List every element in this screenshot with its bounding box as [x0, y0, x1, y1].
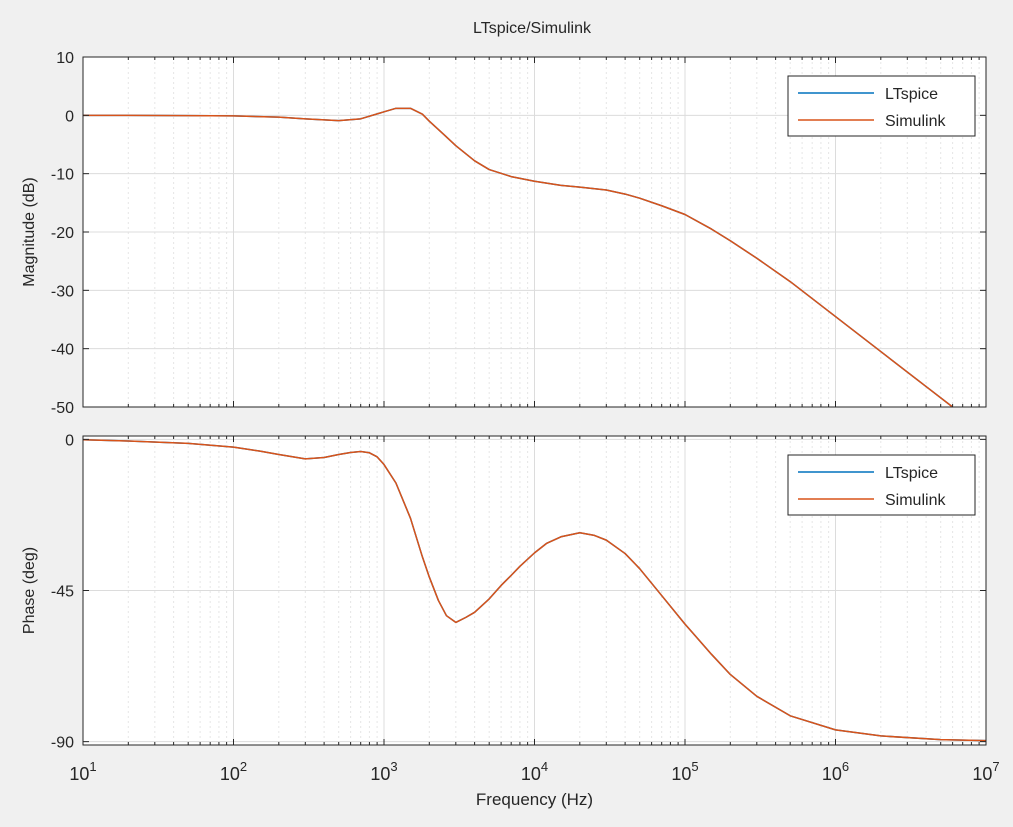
- y-tick-label: -90: [51, 735, 74, 752]
- y-tick-label: -10: [51, 167, 74, 184]
- y-tick-label: -30: [51, 283, 74, 300]
- figure-title: LTspice/Simulink: [473, 20, 592, 37]
- legend-box: [787, 454, 976, 516]
- phase-y-axis-label: Phase (deg): [21, 547, 38, 634]
- phase-series: [82, 438, 987, 742]
- magnitude-y-axis-label: Magnitude (dB): [21, 177, 38, 286]
- legend-label-ltspice: LTspice: [885, 465, 938, 482]
- phase-y-tick-labels: 0 -45 -90: [51, 432, 74, 751]
- y-tick-label: -45: [51, 584, 74, 601]
- legend-label-simulink: Simulink: [885, 113, 946, 130]
- magnitude-y-tick-labels: 10 0 -10 -20 -30 -40 -50: [51, 50, 74, 417]
- magnitude-panel: 10 0 -10 -20 -30 -40 -50 Magnitude (dB) LTspic…: [21, 50, 987, 417]
- phase-frame: [82, 435, 987, 746]
- y-tick-label: 0: [65, 108, 74, 125]
- x-axis-label: Frequency (Hz): [476, 790, 593, 809]
- series-line-simulink: [82, 438, 987, 742]
- x-tick-label: 107: [972, 759, 999, 784]
- y-tick-label: 0: [65, 432, 74, 449]
- magnitude-frame: [82, 56, 987, 408]
- series-line-simulink: [83, 107, 954, 408]
- legend-box: [787, 75, 976, 137]
- phase-x-tick-labels: 101 102 103 104 105 106 107: [69, 759, 999, 784]
- x-tick-label: 102: [220, 759, 247, 784]
- x-tick-label: 105: [671, 759, 698, 784]
- magnitude-series: [83, 107, 954, 408]
- x-tick-label: 104: [521, 759, 548, 784]
- y-tick-label: -40: [51, 342, 74, 359]
- legend-label-simulink: Simulink: [885, 492, 946, 509]
- x-tick-label: 101: [69, 759, 96, 784]
- magnitude-grid: [83, 57, 986, 407]
- y-tick-label: -20: [51, 225, 74, 242]
- y-tick-label: -50: [51, 400, 74, 417]
- magnitude-legend: LTspice Simulink: [787, 75, 976, 137]
- x-tick-label: 103: [370, 759, 397, 784]
- legend-label-ltspice: LTspice: [885, 86, 938, 103]
- phase-legend: LTspice Simulink: [787, 454, 976, 516]
- x-tick-label: 106: [822, 759, 849, 784]
- phase-panel: 0 -45 -90 101 102 103 104 105 106 107 Phase (deg…: [21, 432, 1000, 809]
- y-tick-label: 10: [56, 50, 74, 67]
